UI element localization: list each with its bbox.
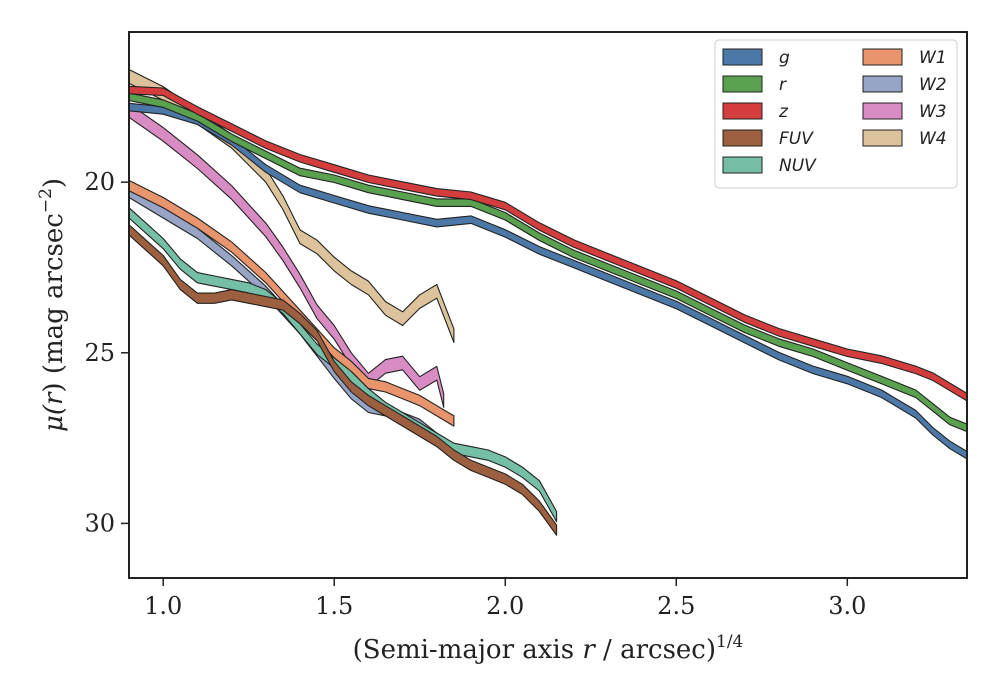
x-tick-label: 3.0 [828,592,866,620]
legend: grz FUV NUV W1 W2 W3 W4 [714,39,958,189]
legend-swatch-fuv [722,129,763,147]
legend-label-w1: W1 [919,48,947,68]
legend-swatch-w3 [862,102,903,120]
band-z [129,85,967,402]
x-axis-label: (Semi-major axis r / arcsec)1/4 [353,632,744,665]
legend-label-r: r [779,75,787,95]
legend-label-nuv: NUV [779,156,817,176]
band-fuv [129,224,558,536]
x-tick-label: 1.5 [315,592,353,620]
legend-label-g: g [779,48,790,68]
legend-swatch-r [722,75,763,93]
y-axis-ticks: 20 25 30 [84,168,129,537]
legend-swatch-g [722,48,763,66]
legend-label-w4: W4 [919,129,947,149]
legend-label-z: z [778,102,789,122]
legend-swatch-w2 [862,75,903,93]
band-r [129,92,967,433]
legend-label-w3: W3 [919,102,947,122]
band-g [129,102,967,460]
legend-swatch-nuv [722,156,763,174]
y-axis-label: μ(r) (mag arcsec−2) [36,178,69,432]
y-tick-label: 25 [84,339,115,367]
legend-label-w2: W2 [919,75,947,95]
legend-label-fuv: FUV [779,129,814,149]
x-tick-label: 1.0 [144,592,182,620]
band-w3 [129,103,445,408]
legend-swatch-w4 [862,129,903,147]
band-w4 [129,68,455,344]
band-w1 [129,179,455,427]
x-tick-label: 2.5 [657,592,695,620]
y-tick-label: 30 [84,509,115,537]
plot-frame [128,31,968,579]
data-bands [129,68,967,536]
y-tick-label: 20 [84,168,115,196]
x-tick-label: 2.0 [486,592,524,620]
legend-swatch-z [722,102,763,120]
legend-swatch-w1 [862,48,903,66]
x-axis-ticks: 1.0 1.5 2.0 2.5 3.0 [144,578,866,620]
